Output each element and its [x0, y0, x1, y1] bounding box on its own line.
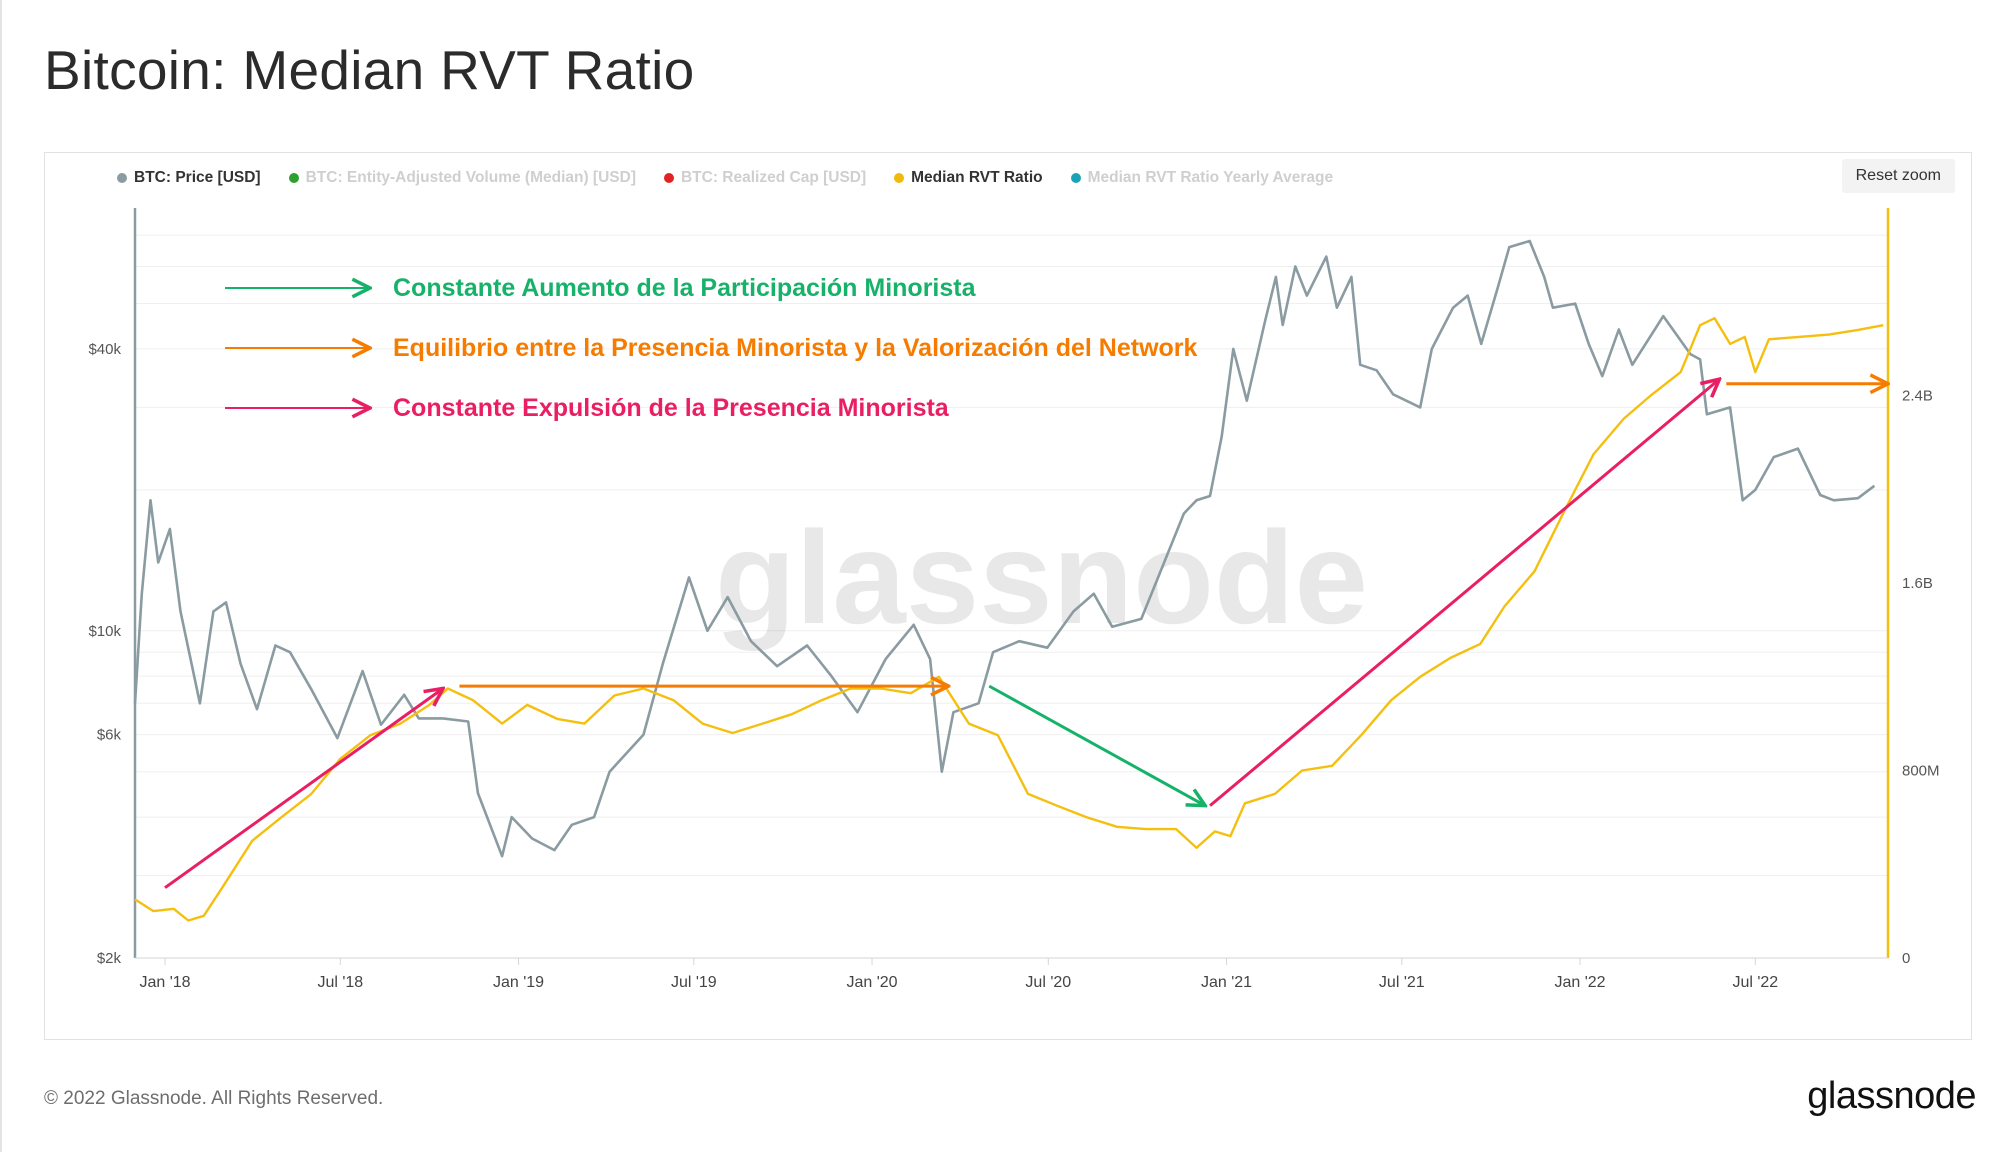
legend-label: BTC: Price [USD] — [134, 169, 261, 186]
page-title: Bitcoin: Median RVT Ratio — [44, 39, 695, 101]
legend-dot-icon — [894, 173, 905, 183]
y-left-tick-label: $40k — [88, 341, 121, 358]
footer-logo: glassnode — [1807, 1075, 1976, 1117]
annotation-label: Constante Expulsión de la Presencia Mino… — [393, 394, 950, 422]
x-tick-label: Jul '18 — [317, 974, 363, 991]
legend-item-rvt[interactable]: Median RVT Ratio — [894, 169, 1043, 187]
x-tick-label: Jul '20 — [1025, 974, 1071, 991]
legend-label: BTC: Realized Cap [USD] — [680, 169, 867, 186]
annotation-arrow — [988, 684, 1205, 806]
annotation-arrow — [1209, 379, 1719, 807]
x-tick-label: Jan '22 — [1554, 974, 1605, 991]
legend-item-volume[interactable]: BTC: Entity-Adjusted Volume (Median) [US… — [288, 169, 636, 187]
y-right-tick-label: 2.4B — [1902, 388, 1933, 405]
y-left-tick-label: $6k — [97, 727, 122, 744]
page-edge-line — [0, 0, 2, 1152]
footer-copyright: © 2022 Glassnode. All Rights Reserved. — [44, 1088, 384, 1109]
y-right-tick-label: 0 — [1902, 950, 1910, 967]
chart-panel: BTC: Price [USD] BTC: Entity-Adjusted Vo… — [44, 152, 1972, 1040]
x-tick-label: Jul '22 — [1732, 974, 1778, 991]
legend-label: Median RVT Ratio — [911, 169, 1043, 186]
y-right-tick-label: 1.6B — [1902, 575, 1933, 592]
x-tick-label: Jan '19 — [493, 974, 544, 991]
legend-item-rvt-yearly-average[interactable]: Median RVT Ratio Yearly Average — [1070, 169, 1334, 187]
watermark-text: glassnode — [715, 504, 1368, 651]
series-line-price — [133, 239, 1876, 858]
legend-dot-icon — [117, 173, 127, 183]
legend-item-realized-cap[interactable]: BTC: Realized Cap [USD] — [663, 169, 867, 187]
legend-dot-icon — [1070, 173, 1081, 183]
annotation-label: Equilibrio entre la Presencia Minorista … — [393, 334, 1198, 362]
x-tick-label: Jan '18 — [139, 974, 190, 991]
x-tick-label: Jul '19 — [671, 974, 717, 991]
chart-legend: BTC: Price [USD] BTC: Entity-Adjusted Vo… — [117, 169, 1333, 187]
legend-dot-icon — [288, 173, 299, 183]
legend-dot-icon — [663, 173, 674, 183]
series-line-rvt — [134, 317, 1884, 922]
annotation-label: Constante Aumento de la Participación Mi… — [393, 274, 977, 302]
y-left-tick-label: $2k — [97, 950, 122, 967]
x-tick-label: Jan '20 — [846, 974, 897, 991]
legend-item-price[interactable]: BTC: Price [USD] — [117, 169, 261, 187]
y-right-tick-label: 800M — [1902, 763, 1940, 780]
legend-label: BTC: Entity-Adjusted Volume (Median) [US… — [305, 169, 636, 186]
reset-zoom-button[interactable]: Reset zoom — [1841, 159, 1955, 193]
y-left-tick-label: $10k — [88, 623, 121, 640]
x-tick-label: Jan '21 — [1201, 974, 1252, 991]
legend-label: Median RVT Ratio Yearly Average — [1087, 169, 1334, 186]
chart-plot: glassnode $2k $6k $10k $40k 0 800M 1.6B 2.4B Jan … — [88, 208, 1940, 991]
annotation-arrow — [164, 688, 443, 889]
x-tick-label: Jul '21 — [1379, 974, 1425, 991]
